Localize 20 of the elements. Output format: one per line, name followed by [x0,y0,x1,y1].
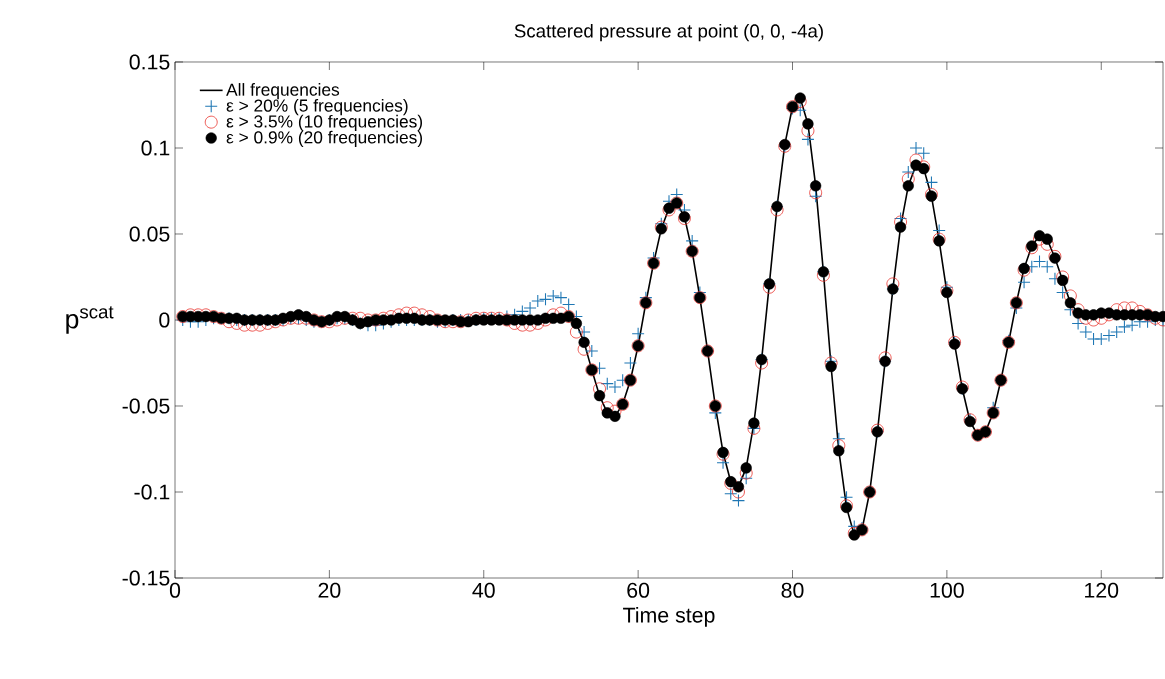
x-tick-label: 0 [169,582,181,598]
x-tick-label: 120 [1085,582,1119,598]
y-tick-label: -0.15 [122,570,170,586]
y-tick-label: -0.1 [134,484,170,500]
legend-label: ε > 0.9% (20 frequencies) [226,130,423,147]
x-axis-title: Time step [623,606,715,627]
y-tick-label: -0.05 [122,398,170,414]
legend-label: All frequencies [226,83,340,100]
y-tick-label: 0.15 [129,54,170,70]
x-tick-label: 80 [781,582,804,598]
chart-title: Scattered pressure at point (0, 0, -4a) [514,23,823,42]
y-tick-label: 0 [159,312,170,328]
y-tick-label: 0.1 [141,140,170,156]
x-tick-label: 60 [627,582,650,598]
legend-label: ε > 20% (5 frequencies) [226,98,408,116]
y-tick-label: 0.05 [129,226,170,242]
x-tick-label: 40 [472,582,495,598]
y-axis-title: p$^{scat}$ [66,306,114,334]
x-tick-label: 20 [318,582,341,598]
x-tick-label: 100 [930,582,964,598]
